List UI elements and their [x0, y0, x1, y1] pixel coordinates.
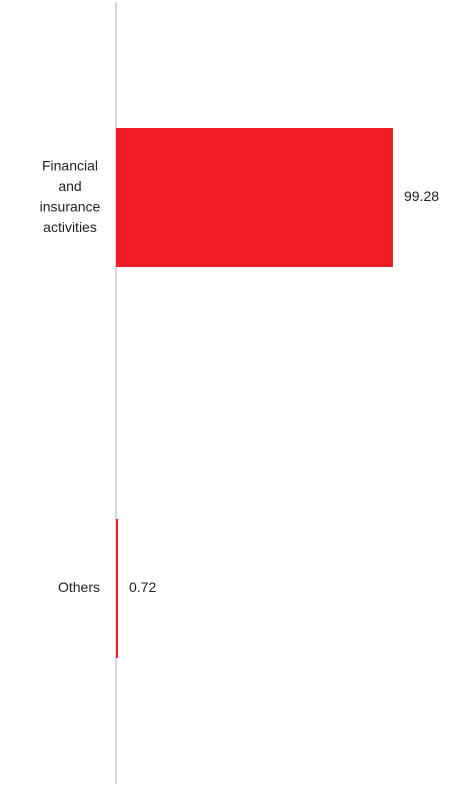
bars-group — [116, 128, 393, 658]
category-label-line: insurance — [40, 198, 101, 214]
bar-1 — [116, 519, 119, 658]
value-label-0: 99.28 — [404, 188, 439, 204]
category-labels-group: Financial and insurance activities Others — [40, 157, 101, 595]
category-label-line: and — [58, 178, 81, 194]
category-label-0: Financial and insurance activities — [40, 157, 101, 235]
category-label-1: Others — [58, 579, 100, 595]
category-label-line: activities — [43, 219, 97, 235]
category-label-line: Others — [58, 579, 100, 595]
value-label-1: 0.72 — [129, 579, 156, 595]
category-label-line: Financial — [42, 157, 98, 173]
bar-0 — [116, 128, 393, 267]
value-labels-group: 99.28 0.72 — [129, 188, 439, 595]
